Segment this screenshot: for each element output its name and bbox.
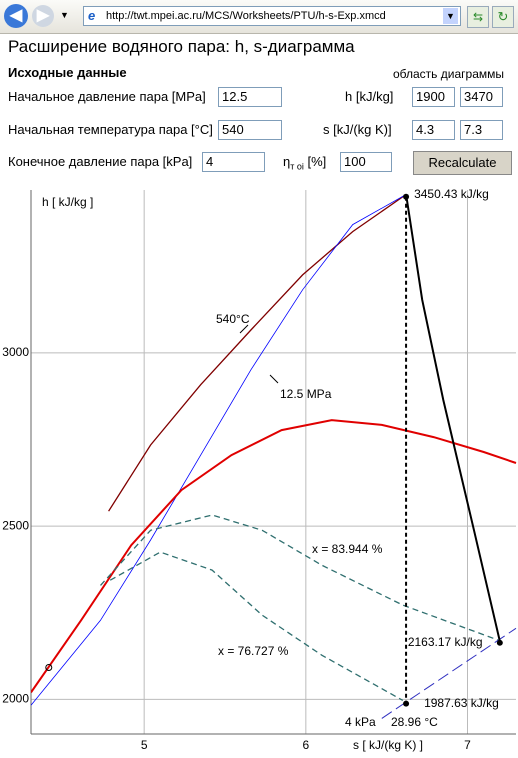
page-title: Расширение водяного пара: h, s-диаграмма <box>8 37 355 56</box>
state-point <box>496 639 503 646</box>
history-dropdown[interactable]: ▼ <box>60 10 69 20</box>
eta-unit: [%] <box>307 154 327 169</box>
y-axis-label: h [ kJ/kg ] <box>42 195 93 209</box>
back-button[interactable]: ◀ <box>4 4 28 28</box>
text-input[interactable]: 12.5 <box>218 87 282 107</box>
y-tick-label: 2000 <box>2 692 29 706</box>
series-line <box>100 514 499 641</box>
field-label: Конечное давление пара [kPa] <box>8 154 193 169</box>
series-label: x = 83.944 % <box>312 542 383 556</box>
annotation: 28.96 °C <box>391 715 438 729</box>
x-tick-label: 5 <box>141 738 148 752</box>
start-point <box>45 663 53 671</box>
leader-line <box>269 374 279 384</box>
text-input[interactable]: 540 <box>218 120 282 140</box>
recalculate-button[interactable]: Recalculate <box>413 151 512 175</box>
go-button[interactable]: ⇆ <box>467 6 489 28</box>
field-label: ηт oi [%] <box>283 154 326 172</box>
text-input[interactable]: 4 <box>202 152 265 172</box>
text-input[interactable]: 4.3 <box>412 120 455 140</box>
text-input[interactable]: 1900 <box>412 87 455 107</box>
leader-line <box>239 324 249 334</box>
eta-symbol: η <box>283 154 291 169</box>
series-line <box>108 193 407 512</box>
text-input[interactable]: 3470 <box>460 87 503 107</box>
state-point <box>403 700 410 707</box>
url: http://twt.mpei.ac.ru/MCS/Worksheets/PTU… <box>106 10 386 22</box>
y-tick-label: 2500 <box>2 518 29 532</box>
series-label: 540°C <box>216 312 250 326</box>
eta-subscript: т oi <box>290 161 304 172</box>
state-point <box>403 193 410 200</box>
x-tick-label: 7 <box>464 738 471 752</box>
series-line <box>31 194 407 706</box>
series-label: 4 kPa <box>345 715 376 729</box>
series-label: x = 76.727 % <box>218 644 289 658</box>
field-label: Начальное давление пара [MPa] <box>8 89 206 104</box>
series-line <box>405 194 501 642</box>
forward-button[interactable]: ▶ <box>32 5 54 27</box>
field-label: h [kJ/kg] <box>345 89 394 104</box>
field-label: Начальная температура пара [°C] <box>8 122 213 137</box>
point-label: 3450.43 kJ/kg <box>414 187 489 201</box>
url-dropdown[interactable]: ▼ <box>443 8 458 24</box>
x-tick-label: 6 <box>302 738 309 752</box>
series-line <box>109 551 404 701</box>
text-input[interactable]: 7.3 <box>460 120 503 140</box>
text-input[interactable]: 100 <box>340 152 392 172</box>
refresh-button[interactable]: ↻ <box>492 6 514 28</box>
field-label: s [kJ/(kg K)] <box>323 122 392 137</box>
point-label: 1987.63 kJ/kg <box>424 696 499 710</box>
x-axis-label: s [ kJ/(kg K) ] <box>353 738 423 752</box>
browser-toolbar: ◀ ▶ ▼ e http://twt.mpei.ac.ru/MCS/Worksh… <box>0 0 518 34</box>
range-title: область диаграммы <box>393 67 504 81</box>
series-label: 12.5 MPa <box>280 387 332 401</box>
point-label: 2163.17 kJ/kg <box>408 635 483 649</box>
ie-icon: e <box>88 8 96 23</box>
y-tick-label: 3000 <box>2 345 29 359</box>
chart: 5 6 7 2000 2500 3000 540°C 12.5 MPa x = 83.944 … <box>2 187 517 752</box>
section-title: Исходные данные <box>8 65 127 80</box>
address-bar[interactable]: e http://twt.mpei.ac.ru/MCS/Worksheets/P… <box>83 6 461 26</box>
